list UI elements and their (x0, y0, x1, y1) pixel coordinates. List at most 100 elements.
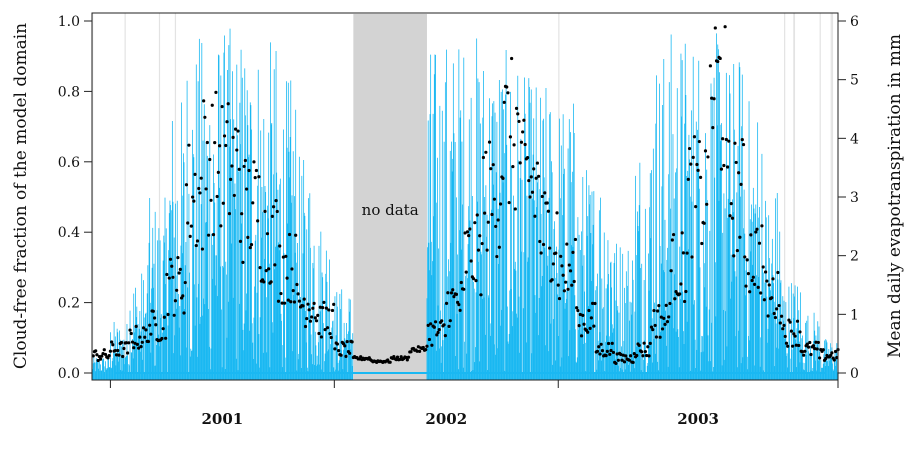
evapotranspiration-point (478, 234, 482, 238)
evapotranspiration-point (238, 239, 243, 243)
evapotranspiration-point (668, 301, 672, 306)
evapotranspiration-point (243, 158, 247, 163)
evapotranspiration-point (621, 353, 625, 357)
evapotranspiration-point (591, 301, 595, 305)
evapotranspiration-point (514, 106, 519, 110)
evapotranspiration-point (332, 302, 336, 306)
evapotranspiration-point (517, 119, 521, 124)
evapotranspiration-point (816, 340, 820, 345)
evapotranspiration-point (231, 135, 235, 139)
evapotranspiration-point (404, 355, 408, 360)
evapotranspiration-point (710, 96, 714, 100)
evapotranspiration-point (575, 306, 579, 310)
evapotranspiration-point (388, 360, 392, 364)
evapotranspiration-point (251, 201, 255, 205)
evapotranspiration-point (425, 344, 429, 348)
evapotranspiration-point (446, 291, 450, 295)
evapotranspiration-point (541, 242, 546, 247)
evapotranspiration-point (262, 280, 266, 284)
left-tick-label: 0.8 (58, 84, 80, 100)
evapotranspiration-point (447, 324, 451, 328)
evapotranspiration-point (178, 267, 182, 271)
evapotranspiration-point (737, 171, 741, 175)
evapotranspiration-point (452, 295, 456, 299)
evapotranspiration-point (562, 289, 566, 293)
evapotranspiration-point (821, 348, 825, 352)
evapotranspiration-point (786, 344, 790, 348)
evapotranspiration-point (247, 168, 251, 173)
evapotranspiration-point (94, 349, 98, 353)
evapotranspiration-point (551, 262, 555, 266)
evapotranspiration-point (240, 212, 244, 216)
evapotranspiration-point (647, 354, 651, 358)
evapotranspiration-point (811, 344, 816, 348)
evapotranspiration-point (491, 163, 495, 167)
evapotranspiration-point (96, 358, 100, 363)
evapotranspiration-point (533, 214, 537, 218)
evapotranspiration-point (172, 313, 176, 317)
evapotranspiration-point (437, 327, 441, 332)
evapotranspiration-point (285, 276, 289, 280)
evapotranspiration-point (303, 324, 308, 329)
evapotranspiration-point (732, 254, 736, 258)
evapotranspiration-point (754, 230, 758, 234)
evapotranspiration-point (512, 143, 516, 147)
evapotranspiration-point (705, 202, 709, 206)
evapotranspiration-point (722, 163, 726, 168)
evapotranspiration-point (507, 200, 511, 205)
evapotranspiration-point (776, 270, 780, 275)
evapotranspiration-point (685, 251, 689, 255)
right-tick-label: 3 (850, 190, 859, 206)
evapotranspiration-point (538, 239, 542, 244)
evapotranspiration-point (415, 349, 419, 353)
evapotranspiration-point (641, 354, 645, 358)
evapotranspiration-point (751, 275, 755, 279)
evapotranspiration-point (264, 269, 268, 273)
evapotranspiration-point (631, 360, 635, 365)
evapotranspiration-point (305, 316, 309, 321)
evapotranspiration-point (170, 264, 174, 268)
evapotranspiration-point (182, 311, 186, 315)
evapotranspiration-point (191, 195, 195, 199)
evapotranspiration-point (210, 103, 214, 107)
evapotranspiration-point (473, 221, 477, 225)
evapotranspiration-point (689, 162, 693, 166)
evapotranspiration-point (814, 340, 818, 344)
evapotranspiration-point (219, 224, 223, 228)
right-tick-label: 5 (850, 73, 859, 89)
evapotranspiration-point (199, 176, 203, 180)
evapotranspiration-point (281, 255, 286, 259)
evapotranspiration-point (573, 237, 578, 242)
evapotranspiration-point (307, 308, 311, 312)
evapotranspiration-point (516, 112, 520, 116)
evapotranspiration-point (328, 332, 332, 336)
evapotranspiration-point (724, 137, 728, 142)
evapotranspiration-point (579, 334, 584, 338)
evapotranspiration-point (519, 140, 524, 144)
evapotranspiration-point (101, 351, 105, 356)
evapotranspiration-point (479, 293, 483, 297)
evapotranspiration-point (662, 316, 666, 320)
evapotranspiration-point (151, 309, 155, 313)
evapotranspiration-point (548, 246, 552, 250)
evapotranspiration-point (200, 247, 205, 251)
evapotranspiration-point (730, 216, 735, 220)
evapotranspiration-point (733, 141, 737, 145)
evapotranspiration-point (467, 233, 471, 238)
evapotranspiration-point (310, 315, 314, 319)
evapotranspiration-point (764, 270, 768, 274)
evapotranspiration-point (581, 313, 585, 317)
evapotranspiration-point (557, 296, 562, 301)
evapotranspiration-point (188, 234, 192, 239)
evapotranspiration-point (148, 323, 152, 327)
evapotranspiration-point (803, 349, 807, 353)
evapotranspiration-point (306, 302, 310, 306)
evapotranspiration-point (697, 139, 701, 144)
evapotranspiration-point (506, 91, 510, 95)
evapotranspiration-point (242, 164, 246, 169)
evapotranspiration-point (435, 333, 439, 337)
evapotranspiration-point (211, 233, 216, 237)
evapotranspiration-point (809, 352, 813, 357)
evapotranspiration-point (706, 155, 710, 159)
evapotranspiration-point (454, 292, 459, 296)
